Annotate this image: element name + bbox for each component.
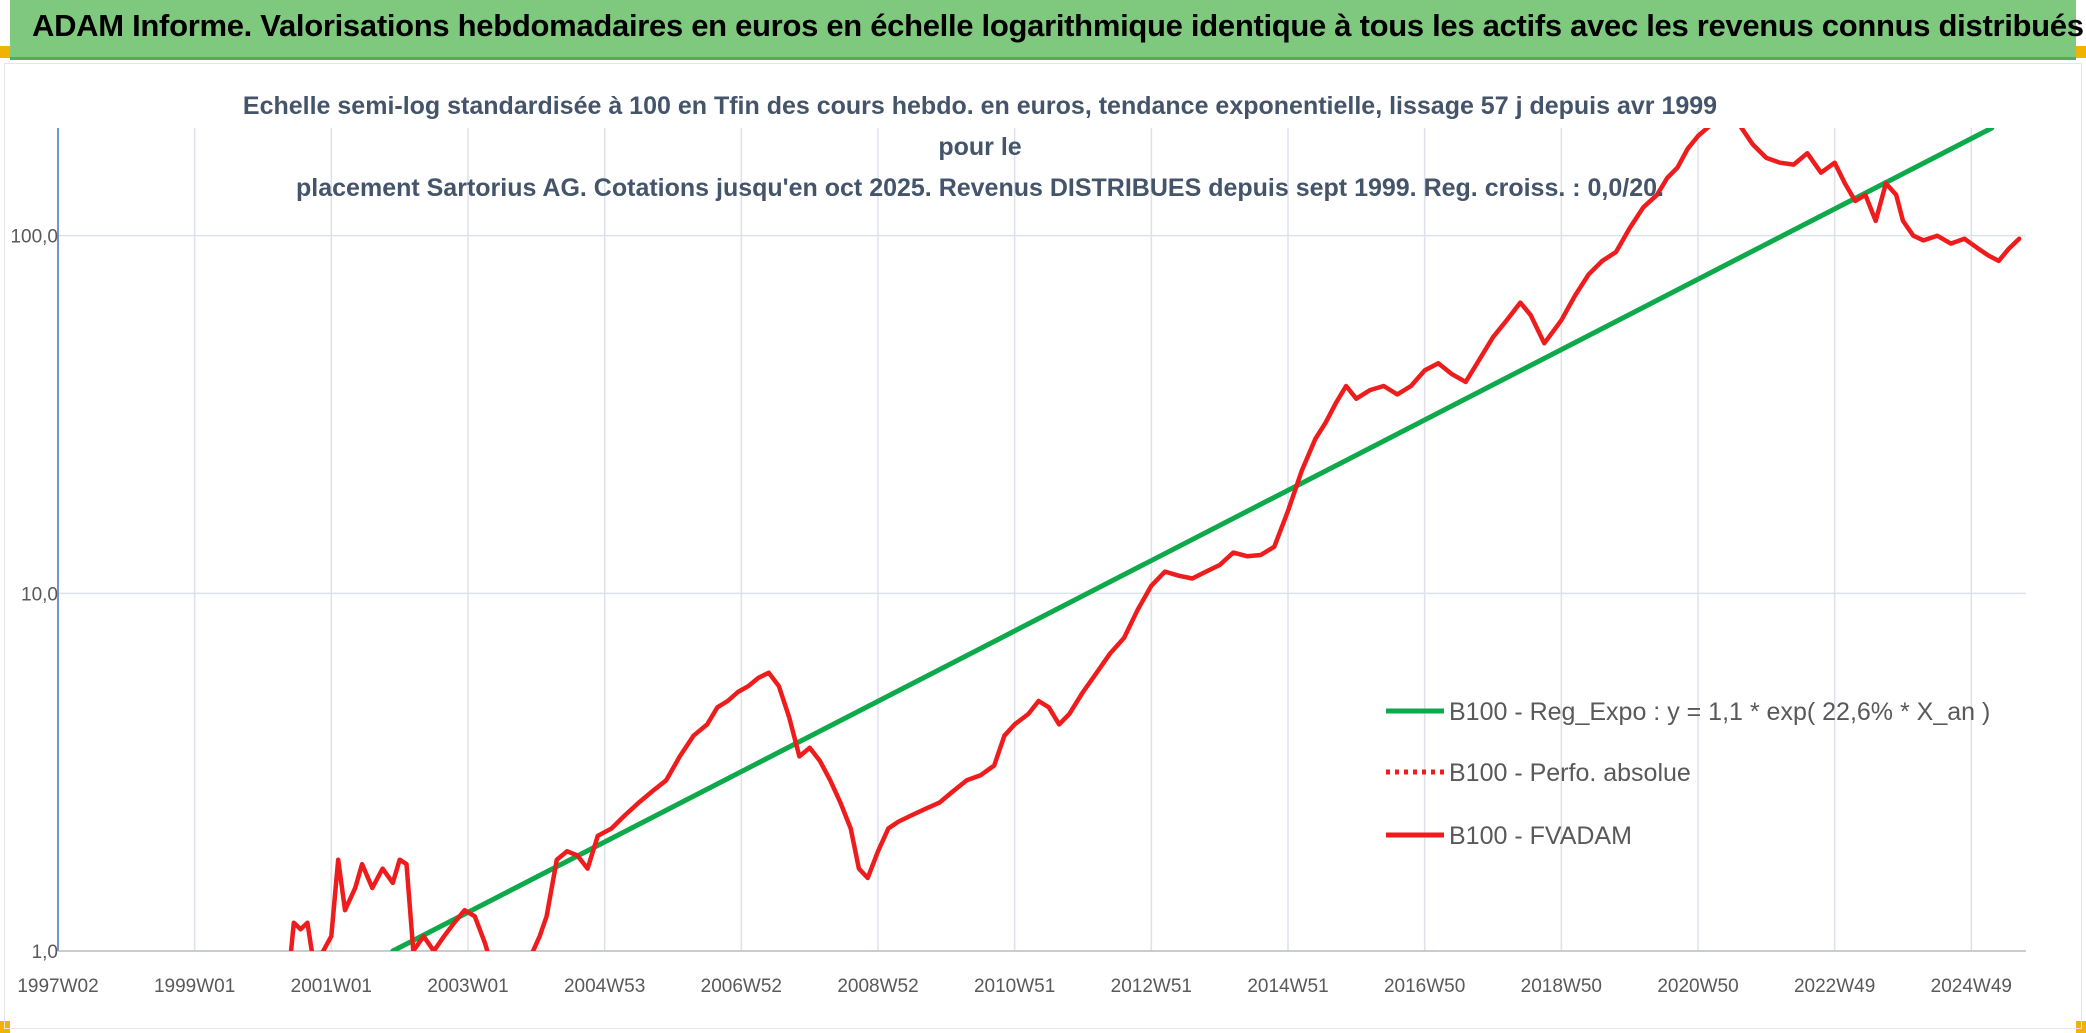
title-bar: ADAM Informe. Valorisations hebdomadaire… (10, 0, 2084, 60)
x-tick-label: 2008W52 (837, 976, 918, 997)
x-tick-label: 2024W49 (1931, 976, 2012, 997)
x-tick-label: 2016W50 (1384, 976, 1465, 997)
x-tick-label: 2020W50 (1657, 976, 1738, 997)
corner-mark-bottom-left (0, 1021, 10, 1033)
x-tick-label: 2012W51 (1111, 976, 1192, 997)
chart-frame (4, 63, 2082, 1029)
grid (58, 128, 2026, 952)
corner-mark-top-right (2076, 46, 2086, 58)
x-tick-label: 2003W01 (427, 976, 508, 997)
chart-subtitle: Echelle semi-log standardisée à 100 en T… (240, 86, 1720, 209)
series-line-0 (390, 128, 1995, 951)
chart-subtitle-line-2: placement Sartorius AG. Cotations jusqu'… (296, 174, 1664, 202)
legend-label-2: B100 - FVADAM (1449, 822, 1632, 850)
series (288, 128, 2022, 951)
y-tick-label: 10,0 (21, 584, 58, 605)
axes: 1997W02 1999W01 2001W01 2003W01 2004W53 2006W… (10, 128, 2026, 997)
x-tick-label: 2001W01 (291, 976, 372, 997)
series-line-2 (288, 128, 2022, 951)
x-tick-label: 1999W01 (154, 976, 235, 997)
x-tick-label: 2006W52 (701, 976, 782, 997)
x-tick-label: 2014W51 (1247, 976, 1328, 997)
legend-label-1: B100 - Perfo. absolue (1449, 759, 1691, 787)
x-tick-label: 2018W50 (1521, 976, 1602, 997)
y-tick-label: 1,0 (32, 942, 58, 963)
y-tick-label: 100,0 (10, 227, 58, 248)
x-tick-label: 2022W49 (1794, 976, 1875, 997)
report-title: ADAM Informe. Valorisations hebdomadaire… (32, 8, 2084, 43)
legend: B100 - Reg_Expo : y = 1,1 * exp( 22,6% *… (1386, 698, 1990, 850)
legend-label-0: B100 - Reg_Expo : y = 1,1 * exp( 22,6% *… (1449, 698, 1990, 726)
x-tick-label: 1997W02 (17, 976, 98, 997)
chart-subtitle-line-1: Echelle semi-log standardisée à 100 en T… (242, 92, 1718, 161)
x-tick-label: 2010W51 (974, 976, 1055, 997)
x-tick-label: 2004W53 (564, 976, 645, 997)
corner-mark-top-left (0, 46, 10, 58)
